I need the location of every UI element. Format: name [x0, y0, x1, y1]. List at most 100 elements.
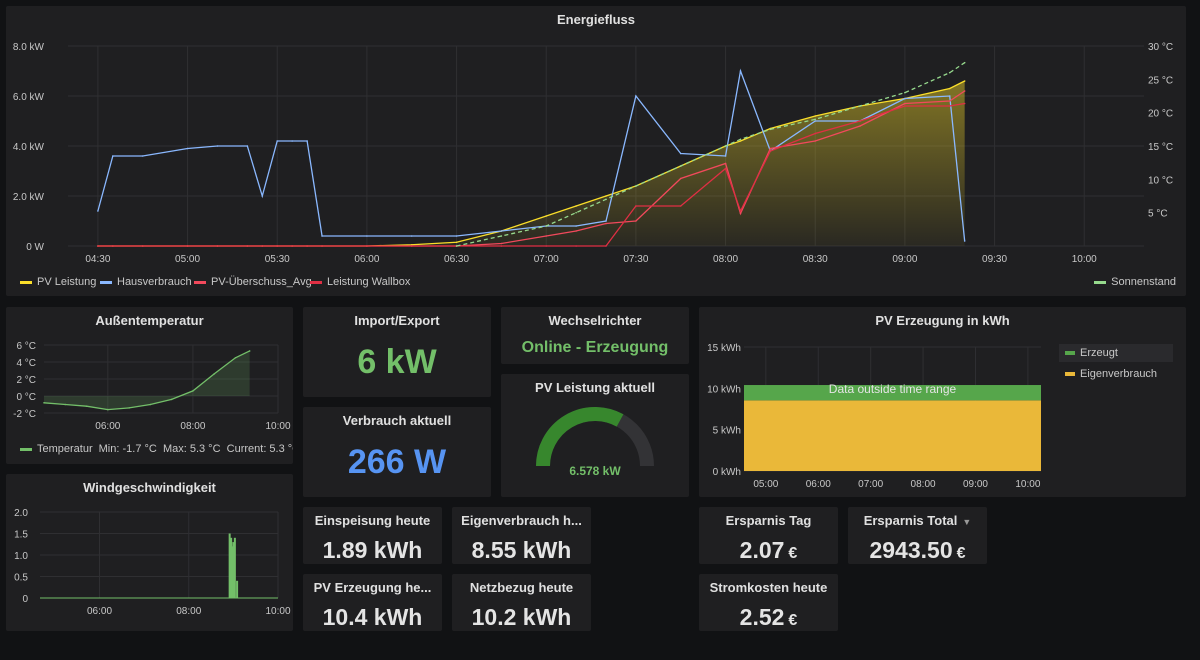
- pv-erzeugung-panel: PV Erzeugung he... 10.4 kWh: [303, 574, 442, 631]
- eigenverbrauch-panel: Eigenverbrauch h... 8.55 kWh: [452, 507, 591, 564]
- temp-area: [44, 350, 250, 410]
- data-point: [112, 245, 114, 247]
- wind-bar: [228, 533, 231, 598]
- legend-label: Temperatur: [37, 443, 93, 455]
- legend-pv-ueberschuss[interactable]: PV-Überschuss_Avg: [194, 276, 312, 288]
- panel-title[interactable]: Eigenverbrauch h...: [461, 513, 582, 528]
- data-point: [724, 162, 727, 165]
- legend-wallbox[interactable]: Leistung Wallbox: [310, 276, 410, 288]
- data-point: [859, 105, 861, 107]
- x-tick-label: 10:00: [1072, 254, 1097, 265]
- wind-chart[interactable]: 2.0 1.5 1.0 0.5 0 06:00 08:00 10:00: [6, 474, 293, 631]
- y-tick-label: -2 °C: [13, 409, 36, 420]
- ersparnis-total-panel: Ersparnis Total ▼ 2943.50 €: [848, 507, 987, 564]
- panel-title[interactable]: Verbrauch aktuell: [342, 413, 452, 428]
- legend-hausverbrauch[interactable]: Hausverbrauch: [100, 276, 192, 288]
- chevron-down-icon[interactable]: ▼: [962, 517, 972, 527]
- x-tick-label: 08:00: [176, 606, 201, 617]
- ersparnis-total-value: 2943.50 €: [848, 537, 987, 564]
- temperatur-chart[interactable]: 6 °C 4 °C 2 °C 0 °C -2 °C 06:00 08:00 10:00: [6, 307, 293, 464]
- panel-title[interactable]: Import/Export: [354, 313, 440, 328]
- gauge-fill: [536, 407, 624, 467]
- y-tick-label: 6.0 kW: [13, 92, 45, 103]
- series-line: [97, 68, 966, 242]
- value-unit: €: [956, 545, 966, 562]
- panel-title[interactable]: Ersparnis Tag: [725, 513, 812, 528]
- pv-kwh-chart[interactable]: 15 kWh 10 kWh 5 kWh 0 kWh 05:00 06:00 07:00 08:…: [699, 307, 1186, 497]
- x-tick-label: 06:00: [95, 421, 120, 432]
- data-point: [575, 245, 577, 247]
- x-tick-label: 07:00: [858, 479, 883, 490]
- import-export-panel: Import/Export 6 kW: [303, 307, 491, 397]
- value-unit: €: [788, 545, 798, 562]
- legend-pv-leistung[interactable]: PV Leistung: [20, 276, 96, 288]
- legend-label: Eigenverbrauch: [1080, 368, 1158, 380]
- wind-bar: [233, 537, 236, 598]
- y-tick-label: 1.5: [14, 530, 28, 541]
- data-point: [216, 145, 219, 147]
- data-point: [410, 235, 413, 237]
- energiefluss-panel: Energiefluss 8.0 kW 6.0 kW 4.0 kW 2.0 kW 0 W…: [6, 6, 1186, 296]
- y-tick-label: 0 W: [26, 242, 44, 253]
- panel-title[interactable]: PV Leistung aktuell: [535, 380, 655, 395]
- wechselrichter-status: Online - Erzeugung: [521, 339, 669, 356]
- data-point: [545, 235, 548, 237]
- data-point: [234, 356, 237, 359]
- data-point: [948, 71, 951, 74]
- x-tick-label: 04:30: [85, 254, 110, 265]
- x-tick-label: 06:00: [87, 606, 112, 617]
- netzbezug-value: 10.2 kWh: [471, 604, 572, 630]
- verbrauch-value: 266 W: [347, 443, 447, 481]
- panel-title[interactable]: Einspeisung heute: [314, 513, 431, 528]
- data-point: [904, 102, 906, 105]
- data-point: [107, 408, 109, 411]
- panel-title[interactable]: Ersparnis Total ▼: [848, 513, 987, 528]
- x-tick-label: 06:00: [806, 479, 831, 490]
- panel-title[interactable]: PV Erzeugung he...: [313, 580, 432, 595]
- y-tick-label: 2 °C: [16, 375, 36, 386]
- data-point: [246, 145, 249, 147]
- y-tick-label: 4 °C: [16, 358, 36, 369]
- legend-eigenverbrauch[interactable]: Eigenverbrauch: [1059, 362, 1173, 386]
- data-point: [213, 373, 215, 375]
- data-point: [545, 225, 548, 227]
- data-point: [724, 167, 727, 170]
- legend-label: Sonnenstand: [1111, 276, 1176, 288]
- data-point: [170, 398, 173, 401]
- y-tick-label: 10 kWh: [707, 384, 741, 395]
- panel-title[interactable]: Netzbezug heute: [469, 580, 574, 595]
- panel-title[interactable]: Stromkosten heute: [709, 580, 828, 595]
- energiefluss-chart[interactable]: 8.0 kW 6.0 kW 4.0 kW 2.0 kW 0 W 30 °C 25 °C 20 …: [6, 6, 1186, 296]
- data-point: [410, 243, 413, 246]
- data-point: [605, 198, 607, 201]
- y-tick-label: 15 kWh: [707, 343, 741, 354]
- value-unit: €: [788, 612, 798, 629]
- data-point: [948, 87, 951, 90]
- x-tick-label: 05:00: [175, 254, 200, 265]
- data-point: [575, 225, 577, 227]
- data-point: [575, 211, 577, 214]
- data-point: [545, 215, 548, 217]
- data-point: [306, 140, 308, 142]
- data-point: [149, 403, 152, 406]
- data-point: [739, 140, 742, 142]
- data-point: [186, 147, 189, 150]
- panel-title[interactable]: PV Erzeugung in kWh: [875, 313, 1010, 328]
- data-point: [904, 105, 906, 107]
- panel-title[interactable]: Wechselrichter: [548, 313, 642, 328]
- value-number: 2943.50: [869, 537, 953, 563]
- panel-title-text: Ersparnis Total: [863, 513, 958, 528]
- panel-title[interactable]: Energiefluss: [556, 12, 636, 27]
- data-point: [248, 350, 251, 352]
- y2-tick-label: 25 °C: [1148, 75, 1173, 86]
- x-tick-label: 06:30: [444, 254, 469, 265]
- temperatur-legend[interactable]: Temperatur Min: -1.7 °C Max: 5.3 °C Curre…: [20, 443, 293, 455]
- data-point: [186, 245, 189, 247]
- data-point: [724, 145, 727, 147]
- legend-sonnenstand[interactable]: Sonnenstand: [1094, 276, 1176, 288]
- legend-erzeugt[interactable]: Erzeugt: [1059, 344, 1173, 362]
- panel-title[interactable]: Außentemperatur: [95, 313, 204, 328]
- panel-title[interactable]: Windgeschwindigkeit: [83, 480, 216, 495]
- x-tick-label: 09:00: [963, 479, 988, 490]
- data-point: [85, 405, 88, 407]
